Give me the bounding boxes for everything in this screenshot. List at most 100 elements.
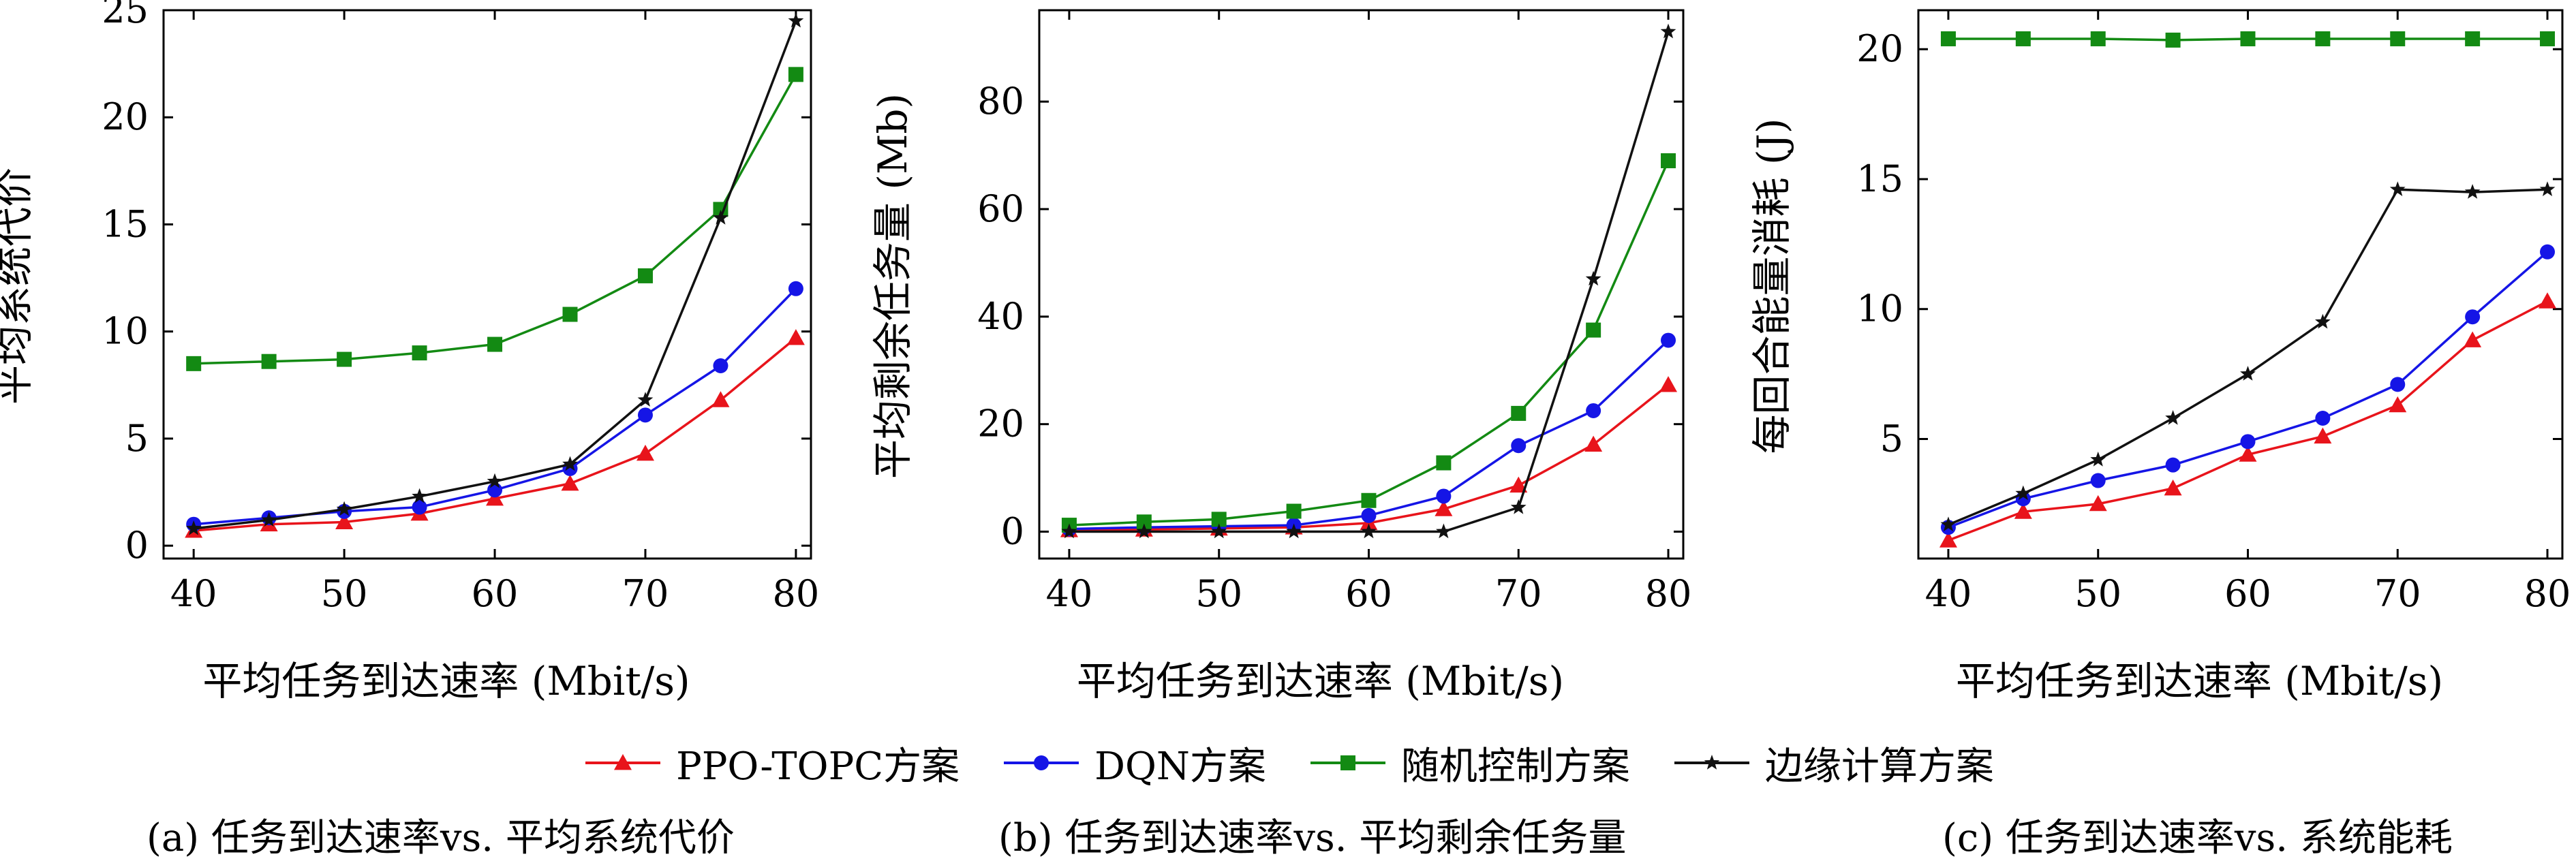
data-point-edge <box>1510 499 1527 514</box>
caption-b: (b) 任务到达速率vs. 平均剩余任务量 <box>998 816 1627 860</box>
y-tick-label: 5 <box>1880 418 1903 460</box>
legend-marker-dqn <box>1034 755 1049 770</box>
data-point-ppo <box>636 444 654 461</box>
legend-marker-ppo <box>614 754 632 770</box>
data-point-random <box>2240 31 2256 46</box>
data-point-random <box>2390 31 2406 46</box>
y-tick-label: 40 <box>977 295 1024 338</box>
data-point-dqn <box>2465 309 2481 325</box>
series-edge <box>1061 23 1676 539</box>
y-tick-label: 10 <box>102 310 149 353</box>
data-point-random <box>1436 455 1452 471</box>
data-point-edge <box>1286 523 1302 539</box>
series-random <box>186 67 803 371</box>
data-point-edge <box>2389 181 2406 196</box>
series-ppo <box>1939 292 2557 548</box>
data-point-dqn <box>2165 457 2181 473</box>
data-point-dqn <box>1436 488 1452 504</box>
series-dqn <box>1940 244 2556 535</box>
data-point-edge <box>336 501 352 516</box>
data-point-edge <box>412 488 427 503</box>
legend-swatch-dqn <box>1004 755 1079 770</box>
data-point-dqn <box>713 358 729 373</box>
legend-swatch-random <box>1310 755 1385 770</box>
data-point-edge <box>1061 523 1077 539</box>
plot-frame <box>162 9 812 560</box>
charts-svg: 40 50 60 70 80 0 5 10 15 20 25 平均任务到达速率 (Mbit/s) 平均系… <box>0 0 2571 704</box>
data-point-ppo <box>561 474 579 491</box>
data-point-dqn <box>1661 332 1676 348</box>
data-point-dqn <box>1586 403 1601 418</box>
data-point-random <box>1211 512 1227 527</box>
legend-swatch-ppo <box>585 754 661 770</box>
y-tick-label: 15 <box>1856 157 1903 200</box>
data-point-edge <box>2165 410 2181 425</box>
y-tick-label: 60 <box>977 187 1024 230</box>
plot-frame <box>1917 9 2564 560</box>
chart-panel-b: 40 50 60 70 80 0 20 40 60 80 平均任务到达速率 (Mbit/s) 平均剩余… <box>870 9 1692 704</box>
data-point-ppo <box>2239 445 2257 462</box>
data-point-ppo <box>1939 531 1957 548</box>
legend-label-edge: 边缘计算方案 <box>1764 744 1994 789</box>
data-point-random <box>337 351 352 367</box>
data-point-dqn <box>2540 244 2556 260</box>
legend-label-random: 随机控制方案 <box>1400 744 1630 789</box>
y-axis-label: 每回合能量消耗 (J) <box>1749 119 1795 454</box>
x-tick-label: 50 <box>2074 572 2121 615</box>
data-point-ppo <box>1435 500 1453 516</box>
data-point-random <box>412 345 427 361</box>
x-tick-label: 40 <box>170 572 217 615</box>
plot-frame <box>1038 9 1685 560</box>
data-point-ppo <box>2089 495 2107 512</box>
series-random <box>1940 31 2556 48</box>
x-tick-label: 80 <box>2524 572 2571 615</box>
data-point-edge <box>2315 313 2331 329</box>
series-line-edge <box>1948 188 2548 527</box>
series-line-edge <box>1069 31 1670 533</box>
y-axis-label: 平均剩余任务量 (Mb) <box>870 93 916 479</box>
data-point-ppo <box>2014 503 2032 519</box>
data-point-random <box>637 268 653 283</box>
data-point-edge <box>788 12 804 28</box>
x-tick-label: 70 <box>622 572 669 615</box>
y-tick-label: 10 <box>1856 287 1903 330</box>
y-tick-label: 20 <box>977 403 1024 445</box>
data-point-edge <box>2240 366 2256 381</box>
y-tick-label: 20 <box>1856 27 1903 70</box>
chart-panel-a: 40 50 60 70 80 0 5 10 15 20 25 平均任务到达速率 (Mbit/s) 平均系… <box>0 0 819 704</box>
data-point-dqn <box>1361 507 1377 523</box>
series-line-edge <box>194 20 797 530</box>
data-point-random <box>186 356 202 371</box>
data-point-random <box>1286 503 1302 519</box>
series-ppo <box>185 329 805 538</box>
series-line-random <box>1069 160 1670 527</box>
series-edge <box>185 12 804 535</box>
data-point-ppo <box>486 489 504 506</box>
y-tick-label: 80 <box>977 80 1024 123</box>
data-point-ppo <box>2464 331 2482 347</box>
data-point-dqn <box>637 407 653 423</box>
data-point-edge <box>713 210 729 225</box>
y-axis-label: 平均系统代价 <box>0 168 37 405</box>
y-tick-label: 0 <box>125 524 149 567</box>
legend-marker-random <box>1340 755 1355 770</box>
x-tick-label: 80 <box>1645 572 1692 615</box>
data-point-edge <box>2090 452 2106 467</box>
data-point-edge <box>1940 516 1957 532</box>
legend: PPO-TOPC方案 DQN方案 随机控制方案 边缘计算方案 <box>0 732 2576 794</box>
legend-label-ppo: PPO-TOPC方案 <box>676 744 960 789</box>
x-axis-label: 平均任务到达速率 (Mbit/s) <box>1956 658 2443 704</box>
series-random <box>1061 153 1676 533</box>
data-point-edge <box>2015 485 2031 501</box>
legend-label-dqn: DQN方案 <box>1094 744 1266 789</box>
x-tick-label: 70 <box>1495 572 1542 615</box>
data-point-ppo <box>1659 376 1678 392</box>
legend-marker-edge <box>1704 755 1720 770</box>
data-point-ppo <box>335 513 354 529</box>
legend-item-dqn: DQN方案 <box>1000 736 1266 791</box>
y-tick-label: 25 <box>102 0 149 31</box>
y-tick-label: 5 <box>125 417 149 460</box>
x-tick-label: 60 <box>2224 572 2271 615</box>
series-line-random <box>194 74 797 365</box>
data-point-random <box>1661 153 1676 168</box>
